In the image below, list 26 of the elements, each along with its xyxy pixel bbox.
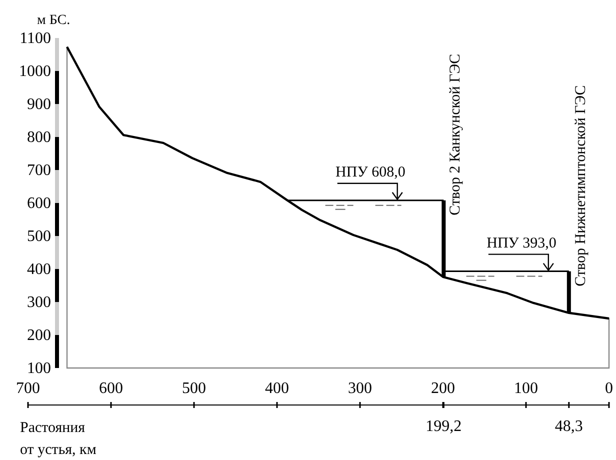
y-tick-label: 100 xyxy=(27,360,51,377)
annotation: НПУ 608,0 xyxy=(336,164,406,180)
annotation: НПУ 393,0 xyxy=(486,235,556,252)
y-tick-label: 200 xyxy=(27,327,51,344)
x-tick-label: 200 xyxy=(431,380,455,397)
y-tick-label: 1100 xyxy=(20,30,51,47)
x-tick-label: 100 xyxy=(514,380,538,397)
annotation: 48,3 xyxy=(554,418,583,435)
x-axis-title: Растояния от устья, км xyxy=(20,420,97,458)
x-tick-label: 600 xyxy=(99,380,123,397)
y-tick-label: 900 xyxy=(27,96,51,113)
text: Створ 2 Канкунской ГЭС xyxy=(448,54,464,216)
y-tick-label: 600 xyxy=(27,195,51,212)
annotation: 199,2 xyxy=(426,418,462,435)
y-tick-label: 800 xyxy=(27,129,51,146)
y-axis-title: м БС. xyxy=(37,13,70,28)
text: Створ Нижнетимптонской ГЭС xyxy=(572,85,589,286)
y-tick-label: 400 xyxy=(27,261,51,278)
x-tick-label: 400 xyxy=(265,380,289,397)
x-tick-label: 300 xyxy=(348,380,372,397)
y-tick-label: 500 xyxy=(27,228,51,245)
y-tick-label: 300 xyxy=(27,294,51,311)
x-tick-label: 0 xyxy=(605,380,613,397)
y-tick-label: 700 xyxy=(27,162,51,179)
x-tick-label: 500 xyxy=(182,380,206,397)
y-tick-label: 1000 xyxy=(19,63,51,80)
